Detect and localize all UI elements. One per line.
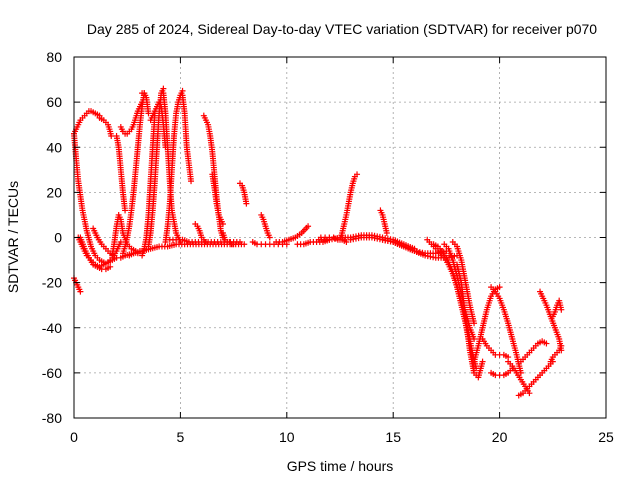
- data-point: [219, 220, 226, 227]
- data-point: [241, 241, 248, 248]
- series-arc-14: [377, 207, 390, 236]
- series-arc-k: [119, 90, 148, 257]
- series-arc-f: [77, 234, 114, 273]
- data-point: [343, 239, 350, 246]
- data-point: [471, 336, 478, 343]
- data-point: [145, 110, 152, 117]
- data-point: [202, 239, 209, 246]
- series-rise-19b: [479, 336, 512, 361]
- series-arc-s: [192, 220, 209, 246]
- data-point: [188, 178, 195, 185]
- series-arc-21: [515, 358, 556, 399]
- data-point: [354, 171, 361, 178]
- series-arc-e: [71, 275, 84, 295]
- series-arc-v: [219, 229, 237, 248]
- data-point: [496, 284, 503, 291]
- x-tick-label: 15: [385, 429, 401, 445]
- y-tick-label: 60: [46, 94, 62, 110]
- series-seg-10: [273, 223, 312, 246]
- y-tick-label: 40: [46, 139, 62, 155]
- series-arc-21b: [517, 338, 550, 365]
- x-tick-label: 10: [279, 429, 295, 445]
- x-tick-label: 5: [177, 429, 185, 445]
- series-arc-a: [71, 108, 103, 137]
- series-arc-u: [209, 171, 226, 227]
- data-point: [117, 239, 124, 246]
- data-point: [230, 241, 237, 248]
- series-arc-r: [179, 92, 195, 185]
- y-axis-label: SDTVAR / TECUs: [5, 181, 21, 293]
- data-points: [71, 85, 565, 399]
- chart-title: Day 285 of 2024, Sidereal Day-to-day VTE…: [87, 21, 597, 37]
- y-tick-label: -40: [42, 320, 62, 336]
- data-point: [107, 263, 114, 270]
- series-arc-20b: [488, 365, 516, 379]
- series-dip-18b: [449, 239, 478, 327]
- y-tick-label: 20: [46, 184, 62, 200]
- y-tick-label: 80: [46, 49, 62, 65]
- data-point: [243, 200, 250, 207]
- series-arc-22c: [547, 342, 565, 365]
- x-axis-label: GPS time / hours: [287, 458, 394, 474]
- data-point: [122, 207, 129, 214]
- data-point: [558, 306, 565, 313]
- series-arc-i: [113, 132, 129, 214]
- series-arc-q: [162, 87, 186, 246]
- data-point: [108, 132, 115, 139]
- data-point: [471, 320, 478, 327]
- series-arc-w: [236, 180, 250, 207]
- data-point: [526, 390, 533, 397]
- series-arc-l: [139, 90, 152, 117]
- series-arc-22: [537, 288, 565, 354]
- x-tick-label: 20: [492, 429, 508, 445]
- data-point: [77, 288, 84, 295]
- data-point: [383, 229, 390, 236]
- axis-ticks: 0 5 10 15 20 25 -80 -60 -40 -20 0 20 40 60 80: [42, 49, 614, 445]
- data-point: [543, 340, 550, 347]
- y-tick-label: -20: [42, 275, 62, 291]
- y-tick-label: 0: [54, 230, 62, 246]
- y-tick-label: -80: [42, 410, 62, 426]
- series-arc-22b: [549, 297, 565, 320]
- data-point: [236, 239, 243, 246]
- x-tick-label: 25: [598, 429, 614, 445]
- series-arc-20: [488, 284, 524, 376]
- x-tick-label: 0: [70, 429, 78, 445]
- series-seg-8b: [258, 211, 273, 241]
- data-point: [558, 342, 565, 349]
- data-point: [305, 223, 312, 230]
- series-dip-18c: [454, 261, 486, 381]
- series-arc-13: [337, 171, 361, 243]
- y-tick-label: -60: [42, 365, 62, 381]
- data-point: [266, 234, 273, 241]
- data-point: [479, 358, 486, 365]
- series-arc-b: [96, 114, 115, 139]
